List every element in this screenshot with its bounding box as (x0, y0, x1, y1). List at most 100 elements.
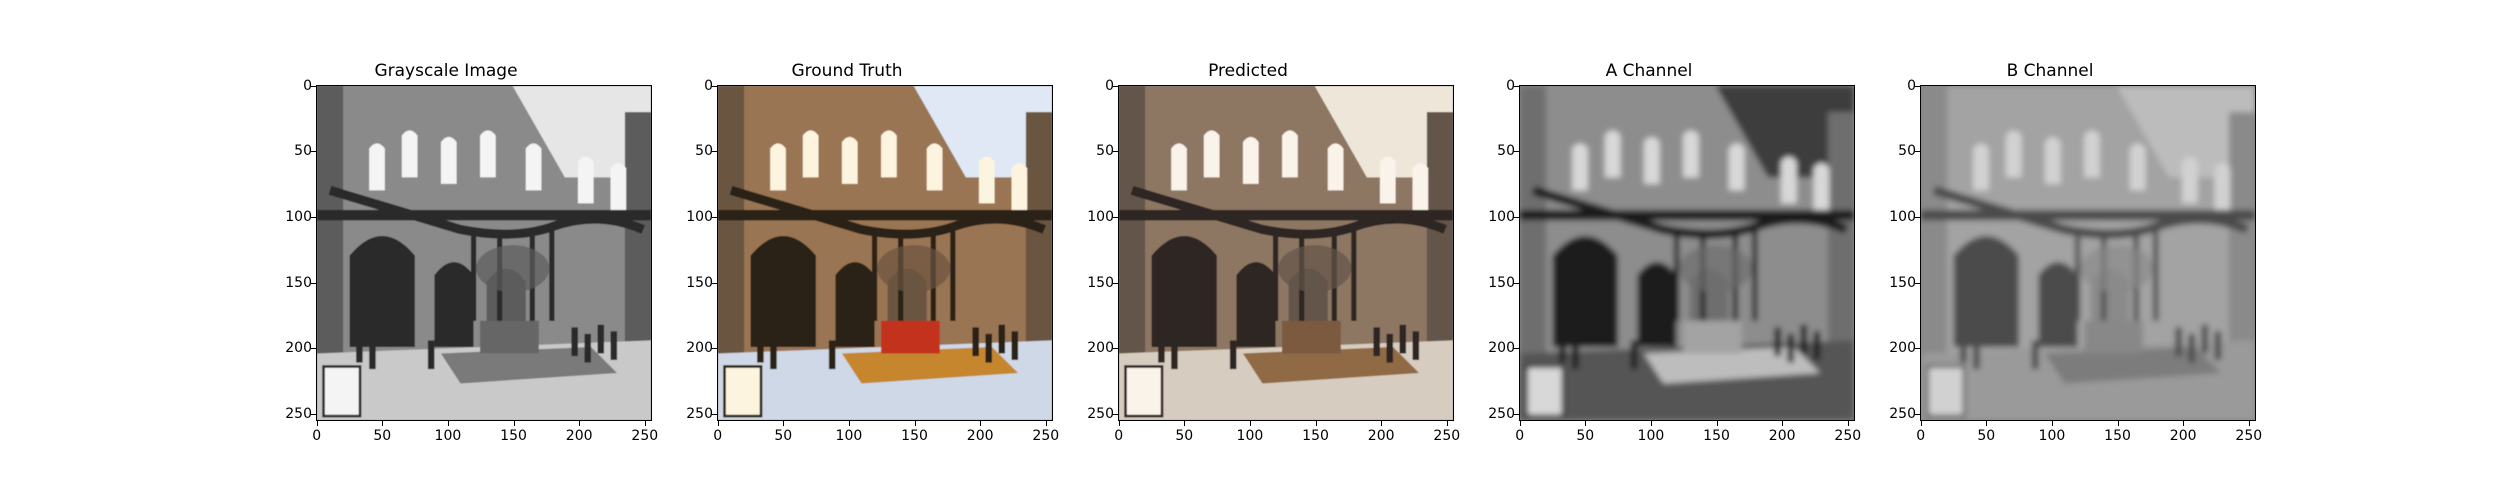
arched-window (926, 143, 943, 191)
arched-window (2181, 156, 2198, 204)
x-tick-label: 250 (1834, 428, 1862, 444)
arched-window (2214, 162, 2231, 210)
x-tick-label: 0 (1916, 428, 1926, 444)
x-tick-mark (1446, 421, 1448, 426)
arched-window (2044, 136, 2061, 184)
y-tick-label: 100 (1488, 208, 1515, 225)
visitor (1787, 333, 1794, 363)
y-tick-mark (712, 282, 717, 284)
y-tick-label: 0 (1105, 77, 1114, 94)
lower-arch (1151, 236, 1217, 347)
visitor (2175, 327, 2182, 357)
y-tick-label: 50 (695, 143, 713, 160)
y-tick-mark (311, 85, 316, 87)
x-tick-mark (1249, 421, 1251, 426)
museum-hall-image (1520, 86, 1854, 420)
x-tick-label: 50 (1977, 428, 1996, 444)
x-tick-label: 150 (901, 428, 928, 444)
skeleton-spine (328, 186, 645, 239)
image-axes (717, 85, 1053, 421)
y-tick-label: 200 (686, 340, 713, 357)
y-tick-mark (1514, 85, 1519, 87)
panel-b: B Channel 0 50 100 150 200 250 0 50 100 150 200 250 (1840, 0, 2262, 500)
x-tick-mark (783, 421, 785, 426)
x-tick-mark (1118, 421, 1120, 426)
y-tick-label: 0 (303, 77, 312, 94)
visitor (828, 340, 836, 370)
y-tick-label: 250 (1488, 405, 1515, 422)
y-tick-mark (311, 282, 316, 284)
x-tick-label: 100 (835, 428, 863, 444)
x-tick-label: 200 (2169, 428, 2197, 444)
visitor (1630, 340, 1638, 370)
visitor (571, 327, 578, 357)
lower-arch (750, 236, 816, 347)
display-case (1683, 320, 1742, 354)
arched-window (1780, 156, 1797, 204)
visitor (770, 340, 777, 370)
y-tick-label: 100 (686, 208, 713, 225)
y-tick-label: 250 (285, 405, 312, 422)
gallery-band (1520, 209, 1854, 221)
x-tick-label: 150 (500, 428, 527, 444)
y-tick-mark (1915, 413, 1920, 415)
x-tick-mark (1381, 421, 1383, 426)
y-tick-mark (1514, 413, 1519, 415)
x-tick-label: 200 (565, 428, 593, 444)
x-tick-mark (1519, 421, 1521, 426)
y-tick-label: 200 (1488, 340, 1515, 357)
visitor (610, 331, 618, 360)
y-tick-label: 100 (1087, 208, 1114, 225)
x-tick-label: 100 (2038, 428, 2066, 444)
y-tick-mark (311, 413, 316, 415)
y-tick-label: 150 (285, 274, 312, 291)
x-tick-label: 200 (1367, 428, 1395, 444)
y-tick-label: 0 (1506, 77, 1515, 94)
skeleton-spine (1130, 186, 1447, 239)
y-tick-label: 50 (1898, 143, 1916, 160)
y-tick-label: 150 (1488, 274, 1515, 291)
x-tick-label: 150 (2104, 428, 2131, 444)
arched-window (525, 143, 542, 191)
y-tick-mark (1514, 151, 1519, 153)
y-tick-mark (311, 216, 316, 218)
arched-window (1572, 143, 1588, 191)
visitor (1373, 327, 1380, 357)
lower-arch (2038, 262, 2078, 347)
info-kiosk (1525, 365, 1565, 418)
x-tick-label: 0 (1114, 428, 1124, 444)
skeleton-spine (1531, 186, 1848, 239)
y-tick-label: 150 (1087, 274, 1114, 291)
panel-gray: Grayscale Image 0 50 100 150 200 250 0 50 100 150 2… (236, 0, 658, 500)
panel-title: Ground Truth (791, 61, 903, 81)
x-tick-label: 0 (713, 428, 723, 444)
gallery-band (317, 209, 651, 221)
arched-window (610, 162, 627, 210)
arched-window (1327, 143, 1344, 191)
y-tick-mark (1113, 282, 1118, 284)
panel-title: B Channel (2006, 61, 2094, 81)
lower-arch (835, 262, 875, 347)
y-tick-label: 200 (285, 340, 312, 357)
y-tick-label: 50 (1096, 143, 1114, 160)
skeleton-spine (729, 186, 1046, 239)
x-tick-label: 250 (631, 428, 659, 444)
y-tick-mark (712, 348, 717, 350)
visitor (1229, 340, 1237, 370)
visitor (1559, 333, 1566, 363)
skeleton-ribcage (1679, 245, 1753, 293)
x-tick-label: 150 (1302, 428, 1329, 444)
arched-window (802, 130, 819, 178)
arched-window (1728, 143, 1745, 191)
y-tick-label: 250 (1889, 405, 1916, 422)
display-case (2084, 320, 2143, 354)
museum-hall-image (718, 86, 1052, 420)
arched-window (881, 130, 897, 178)
arched-window (1813, 162, 1830, 210)
panel-truth: Ground Truth 0 50 100 150 200 250 0 50 100 150 200 2… (637, 0, 1059, 500)
x-tick-label: 250 (2235, 428, 2263, 444)
x-tick-label: 150 (1703, 428, 1730, 444)
image-axes (1920, 85, 2256, 421)
visitor (369, 340, 376, 370)
